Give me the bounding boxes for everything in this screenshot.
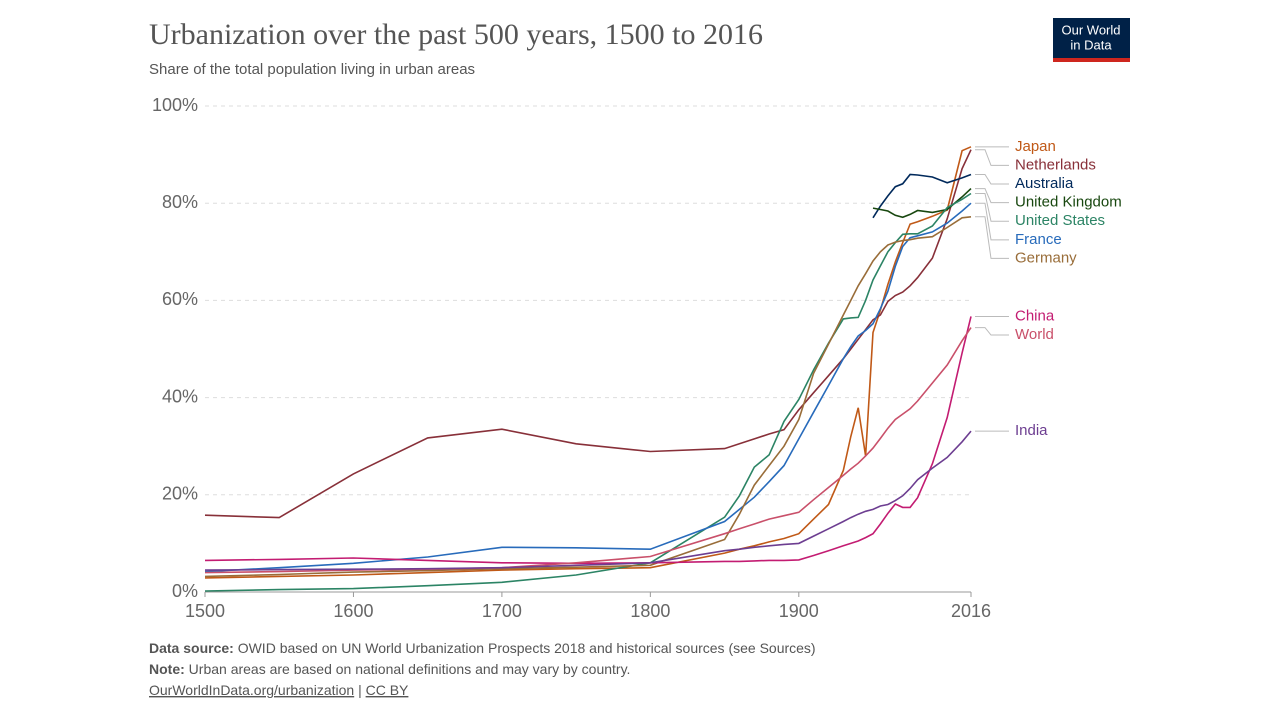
legend-label: Australia (1015, 175, 1074, 192)
leader-line (975, 327, 1009, 336)
x-tick-label: 1700 (482, 601, 522, 621)
x-tick-label: 1600 (333, 601, 373, 621)
x-tick-label: 2016 (951, 601, 991, 621)
series-line (204, 430, 972, 571)
source: Data source: OWID based on UN World Urba… (149, 640, 816, 656)
leader-line (975, 202, 1009, 241)
footer-links: OurWorldInData.org/urbanization | CC BY (149, 682, 409, 698)
y-tick-label: 20% (162, 484, 198, 504)
logo[interactable]: Our World in Data (1053, 18, 1130, 62)
note-text: Urban areas are based on national defini… (189, 661, 631, 677)
logo-text: in Data (1070, 37, 1112, 52)
legend-label: France (1015, 231, 1062, 248)
source-text: OWID based on UN World Urbanization Pros… (238, 640, 816, 656)
y-tick-label: 40% (162, 386, 198, 406)
legend-label: United States (1015, 212, 1105, 229)
y-tick-label: 80% (162, 192, 198, 212)
series-line (204, 192, 972, 592)
leader-line (975, 149, 1009, 166)
series-line (204, 202, 972, 573)
legend-label: China (1015, 307, 1055, 324)
legend-label: World (1015, 326, 1054, 343)
series-line (204, 327, 972, 574)
license[interactable]: CC BY (366, 682, 409, 698)
note-label: Note: (149, 661, 185, 677)
note: Note: Urban areas are based on national … (149, 661, 630, 677)
legend-label: Japan (1015, 138, 1056, 155)
chart-title: Urbanization over the past 500 years, 15… (149, 18, 763, 51)
series-line (204, 216, 972, 578)
y-tick-label: 60% (162, 289, 198, 309)
x-tick-label: 1500 (185, 601, 225, 621)
leader-line (975, 188, 1009, 204)
series-line (204, 146, 972, 579)
logo-bar (1053, 58, 1130, 62)
series-line (204, 316, 972, 565)
y-tick-label: 100% (152, 95, 198, 115)
logo-box (1053, 18, 1130, 58)
series-line (872, 173, 972, 219)
legend-label: Netherlands (1015, 156, 1096, 173)
logo-text: Our World (1062, 22, 1121, 37)
separator: | (358, 682, 362, 698)
chart-subtitle: Share of the total population living in … (149, 61, 475, 78)
legend-label: Germany (1015, 249, 1077, 266)
x-tick-label: 1900 (779, 601, 819, 621)
leader-line (975, 174, 1009, 185)
source-label: Data source: (149, 640, 234, 656)
legend-label: India (1015, 422, 1048, 439)
leader-line (975, 192, 1009, 222)
x-tick-label: 1800 (630, 601, 670, 621)
series-line (204, 149, 972, 519)
legend-label: United Kingdom (1015, 194, 1122, 211)
link[interactable]: OurWorldInData.org/urbanization (149, 682, 354, 698)
leader-line (975, 216, 1009, 259)
y-tick-label: 0% (172, 581, 198, 601)
